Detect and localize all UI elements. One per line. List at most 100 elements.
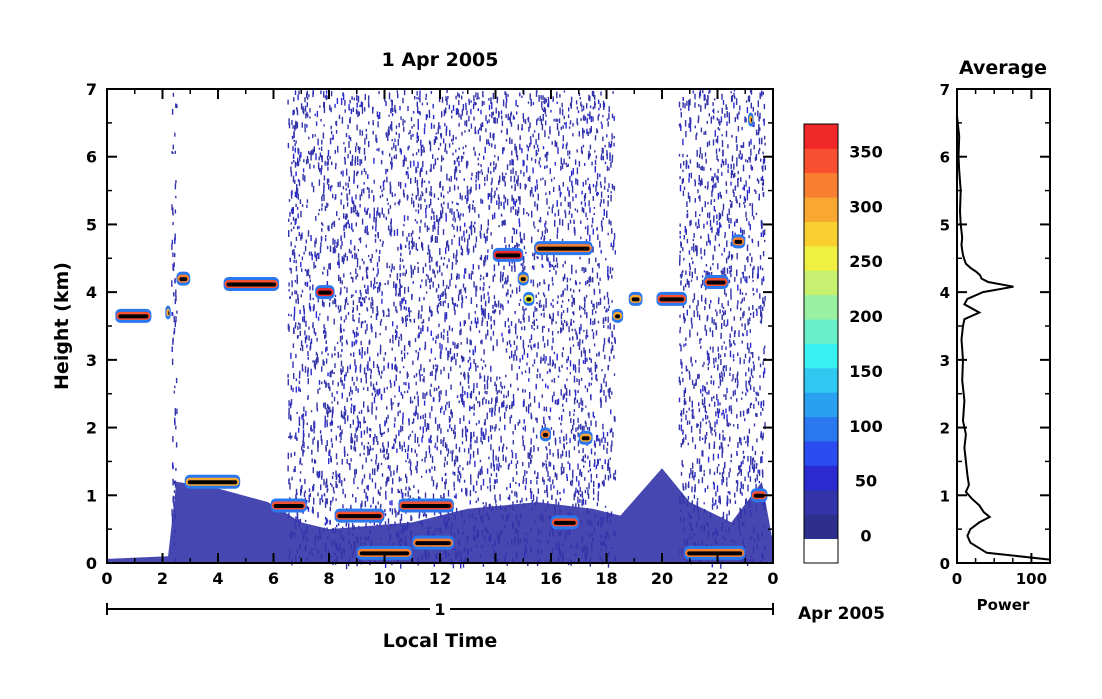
noise-speckle: [311, 449, 313, 455]
noise-speckle: [514, 143, 516, 151]
noise-speckle: [596, 435, 598, 442]
noise-speckle: [341, 116, 344, 124]
noise-speckle: [549, 126, 551, 133]
noise-speckle: [406, 390, 409, 393]
noise-speckle: [486, 391, 488, 395]
noise-speckle: [427, 275, 429, 280]
noise-speckle: [505, 348, 508, 353]
noise-speckle: [440, 450, 442, 455]
noise-speckle: [562, 135, 564, 142]
noise-speckle: [352, 493, 354, 498]
noise-speckle: [426, 423, 429, 430]
noise-speckle: [571, 265, 573, 271]
noise-speckle: [713, 441, 716, 448]
noise-speckle: [287, 373, 289, 378]
noise-speckle: [501, 120, 504, 127]
noise-speckle: [542, 177, 544, 180]
noise-speckle: [454, 436, 456, 439]
noise-speckle: [343, 142, 345, 145]
noise-speckle: [545, 120, 547, 126]
noise-speckle: [421, 243, 424, 249]
noise-speckle: [368, 95, 370, 101]
noise-speckle: [308, 326, 310, 330]
noise-speckle: [585, 239, 588, 243]
noise-speckle: [589, 144, 592, 150]
noise-speckle: [368, 340, 370, 345]
noise-speckle: [306, 269, 308, 277]
noise-speckle: [492, 134, 495, 141]
noise-speckle: [493, 295, 496, 300]
noise-speckle: [577, 489, 579, 493]
noise-speckle: [481, 466, 483, 472]
noise-speckle: [607, 308, 610, 311]
noise-speckle: [484, 176, 486, 182]
noise-speckle: [474, 243, 477, 248]
noise-speckle: [439, 301, 441, 304]
noise-speckle: [494, 381, 496, 386]
noise-speckle: [492, 449, 494, 456]
noise-speckle: [366, 307, 368, 311]
noise-speckle: [316, 471, 318, 477]
noise-speckle: [440, 203, 443, 208]
noise-speckle: [442, 185, 444, 190]
noise-speckle: [601, 480, 604, 485]
noise-speckle: [372, 267, 375, 271]
noise-speckle: [318, 209, 321, 212]
noise-speckle: [417, 262, 419, 265]
noise-speckle: [293, 259, 295, 263]
noise-speckle: [593, 343, 596, 347]
noise-speckle: [751, 458, 754, 465]
noise-speckle: [288, 412, 290, 420]
noise-speckle: [432, 337, 434, 341]
noise-speckle: [551, 345, 553, 351]
noise-speckle: [457, 186, 459, 190]
noise-speckle: [424, 413, 427, 418]
noise-speckle: [613, 324, 615, 330]
noise-speckle: [521, 127, 523, 131]
noise-speckle: [553, 118, 555, 122]
noise-speckle: [464, 120, 466, 126]
noise-speckle: [421, 437, 423, 443]
noise-speckle: [572, 344, 575, 347]
noise-speckle: [403, 265, 405, 269]
noise-speckle: [698, 314, 701, 321]
noise-speckle: [593, 415, 595, 419]
noise-speckle: [326, 155, 329, 160]
noise-speckle: [436, 364, 439, 368]
noise-speckle: [472, 200, 474, 203]
noise-speckle: [530, 458, 532, 465]
noise-speckle: [287, 452, 289, 459]
noise-speckle: [335, 481, 337, 488]
noise-speckle: [553, 464, 555, 470]
noise-speckle: [445, 107, 447, 114]
noise-speckle: [357, 170, 359, 174]
noise-speckle: [489, 425, 492, 432]
noise-speckle: [400, 562, 402, 569]
noise-speckle: [390, 268, 393, 273]
noise-speckle: [739, 357, 741, 365]
noise-speckle: [540, 118, 543, 125]
noise-speckle: [487, 436, 490, 443]
noise-speckle: [522, 475, 525, 482]
noise-speckle: [554, 437, 557, 443]
noise-speckle: [497, 194, 500, 200]
noise-speckle: [387, 363, 389, 368]
noise-speckle: [346, 453, 349, 456]
noise-speckle: [490, 336, 492, 341]
noise-speckle: [592, 332, 595, 340]
noise-speckle: [726, 477, 728, 481]
noise-speckle: [294, 143, 296, 147]
noise-speckle: [174, 209, 177, 214]
noise-speckle: [597, 494, 599, 498]
noise-speckle: [559, 439, 561, 444]
noise-speckle: [317, 472, 319, 479]
noise-speckle: [390, 222, 392, 228]
noise-speckle: [459, 417, 461, 424]
noise-speckle: [369, 445, 371, 448]
noise-speckle: [319, 430, 322, 434]
noise-speckle: [356, 562, 358, 567]
noise-speckle: [602, 431, 605, 439]
noise-speckle: [336, 524, 338, 528]
noise-speckle: [405, 382, 407, 386]
noise-speckle: [577, 110, 580, 114]
